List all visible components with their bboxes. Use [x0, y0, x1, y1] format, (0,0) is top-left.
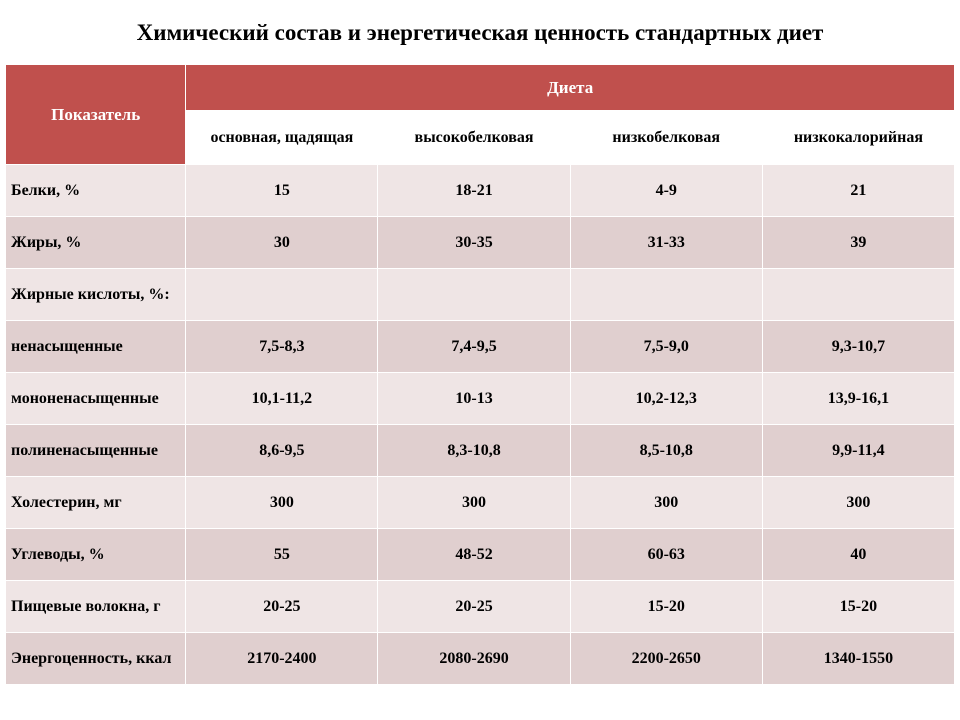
subheader-main: основная, щадящая	[186, 111, 378, 165]
row-value: 300	[378, 477, 570, 529]
row-value: 15	[186, 165, 378, 217]
header-row-1: Показатель Диета	[6, 65, 955, 111]
row-value: 31-33	[570, 217, 762, 269]
table-row: Жирные кислоты, %:	[6, 269, 955, 321]
row-value	[570, 269, 762, 321]
row-value: 10,2-12,3	[570, 373, 762, 425]
table-row: мононенасыщенные10,1-11,210-1310,2-12,31…	[6, 373, 955, 425]
table-row: Белки, %1518-214-921	[6, 165, 955, 217]
row-value: 20-25	[186, 581, 378, 633]
page-title: Химический состав и энергетическая ценно…	[5, 20, 955, 46]
row-value: 15-20	[762, 581, 954, 633]
table-row: ненасыщенные7,5-8,37,4-9,57,5-9,09,3-10,…	[6, 321, 955, 373]
row-value	[186, 269, 378, 321]
row-label: ненасыщенные	[6, 321, 186, 373]
row-value: 2200-2650	[570, 633, 762, 685]
row-value: 9,9-11,4	[762, 425, 954, 477]
row-label: Жиры, %	[6, 217, 186, 269]
row-value: 30	[186, 217, 378, 269]
row-label: Жирные кислоты, %:	[6, 269, 186, 321]
row-value: 13,9-16,1	[762, 373, 954, 425]
row-value: 300	[762, 477, 954, 529]
row-value: 39	[762, 217, 954, 269]
table-row: Энергоценность, ккал2170-24002080-269022…	[6, 633, 955, 685]
header-indicator: Показатель	[6, 65, 186, 165]
row-label: Холестерин, мг	[6, 477, 186, 529]
row-value: 2080-2690	[378, 633, 570, 685]
row-label: мононенасыщенные	[6, 373, 186, 425]
row-value: 8,6-9,5	[186, 425, 378, 477]
row-value: 300	[186, 477, 378, 529]
row-value: 7,5-8,3	[186, 321, 378, 373]
header-diet: Диета	[186, 65, 955, 111]
row-value	[762, 269, 954, 321]
row-value: 15-20	[570, 581, 762, 633]
row-label: полиненасыщенные	[6, 425, 186, 477]
row-value: 18-21	[378, 165, 570, 217]
subheader-high-protein: высокобелковая	[378, 111, 570, 165]
row-value: 1340-1550	[762, 633, 954, 685]
row-value: 10,1-11,2	[186, 373, 378, 425]
row-value: 20-25	[378, 581, 570, 633]
row-label: Пищевые волокна, г	[6, 581, 186, 633]
row-value: 9,3-10,7	[762, 321, 954, 373]
row-value: 8,3-10,8	[378, 425, 570, 477]
row-value: 7,4-9,5	[378, 321, 570, 373]
row-value: 8,5-10,8	[570, 425, 762, 477]
table-row: Пищевые волокна, г20-2520-2515-2015-20	[6, 581, 955, 633]
subheader-low-protein: низкобелковая	[570, 111, 762, 165]
table-row: Холестерин, мг300300300300	[6, 477, 955, 529]
row-value	[378, 269, 570, 321]
row-value: 30-35	[378, 217, 570, 269]
table-row: полиненасыщенные8,6-9,58,3-10,88,5-10,89…	[6, 425, 955, 477]
table-row: Жиры, %3030-3531-3339	[6, 217, 955, 269]
row-label: Углеводы, %	[6, 529, 186, 581]
row-label: Энергоценность, ккал	[6, 633, 186, 685]
row-value: 7,5-9,0	[570, 321, 762, 373]
row-value: 10-13	[378, 373, 570, 425]
row-label: Белки, %	[6, 165, 186, 217]
row-value: 40	[762, 529, 954, 581]
row-value: 4-9	[570, 165, 762, 217]
row-value: 55	[186, 529, 378, 581]
row-value: 2170-2400	[186, 633, 378, 685]
row-value: 48-52	[378, 529, 570, 581]
subheader-low-calorie: низкокалорийная	[762, 111, 954, 165]
row-value: 60-63	[570, 529, 762, 581]
diet-table: Показатель Диета основная, щадящая высок…	[5, 64, 955, 685]
table-row: Углеводы, %5548-5260-6340	[6, 529, 955, 581]
row-value: 21	[762, 165, 954, 217]
row-value: 300	[570, 477, 762, 529]
